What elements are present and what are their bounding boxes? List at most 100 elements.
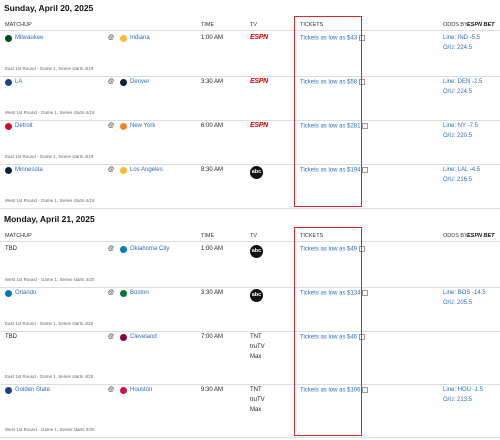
game-time: 3:30 AM xyxy=(201,79,224,85)
game-time: 3:30 AM xyxy=(201,290,224,296)
team-logo xyxy=(120,79,127,86)
tickets-link[interactable]: Tickets as low as $194 xyxy=(300,167,369,174)
game-note: East 1st Round - Game 1, Series starts 4… xyxy=(5,374,94,379)
at-symbol: @ xyxy=(108,79,115,85)
odds-line[interactable]: Line: LAL -4.5 xyxy=(443,167,481,173)
away-team: TBD xyxy=(5,246,17,252)
away-team[interactable]: LA xyxy=(15,79,23,85)
tv-logo: ESPN xyxy=(250,122,268,129)
team-logo xyxy=(5,290,12,297)
highlight-box xyxy=(294,16,362,207)
odds-line[interactable]: Line: IND -5.5 xyxy=(443,35,481,41)
col-header: MATCHUP xyxy=(5,22,32,28)
col-header: TV xyxy=(250,233,258,239)
team-logo xyxy=(120,35,127,42)
col-header: TIME xyxy=(201,233,215,239)
col-header: TICKETS xyxy=(300,233,324,239)
game-note: West 1st Round - Game 1, Series starts 4… xyxy=(5,110,95,115)
external-icon xyxy=(362,167,369,173)
game-time: 9:30 AM xyxy=(201,387,224,393)
home-team[interactable]: Boston xyxy=(130,290,149,296)
tv-network: truTV xyxy=(250,397,265,403)
at-symbol: @ xyxy=(108,387,115,393)
home-team[interactable]: Los Angeles xyxy=(130,167,163,173)
highlight-box xyxy=(294,227,362,436)
home-team[interactable]: Oklahoma City xyxy=(130,246,170,252)
odds-line[interactable]: Line: HOU -1.5 xyxy=(443,387,484,393)
date-heading: Sunday, April 20, 2025 xyxy=(4,3,94,13)
away-team[interactable]: Milwaukee xyxy=(15,35,44,41)
team-logo xyxy=(5,167,12,174)
team-logo xyxy=(120,290,127,297)
divider xyxy=(0,384,500,385)
away-team[interactable]: Minnesota xyxy=(15,167,43,173)
col-header: ODDS BY xyxy=(443,22,468,28)
divider xyxy=(0,241,500,242)
odds-ou[interactable]: O/U: 205.5 xyxy=(443,300,473,306)
away-team[interactable]: Orlando xyxy=(15,290,37,296)
team-logo xyxy=(5,79,12,86)
tickets-link[interactable]: Tickets as low as $58 xyxy=(300,79,366,86)
col-header: TV xyxy=(250,22,258,28)
external-icon xyxy=(359,79,366,85)
game-note: East 1st Round - Game 1, Series starts 4… xyxy=(5,321,94,326)
home-team[interactable]: Indiana xyxy=(130,35,150,41)
at-symbol: @ xyxy=(108,35,115,41)
home-team[interactable]: Houston xyxy=(130,387,153,393)
tv-network: truTV xyxy=(250,344,265,350)
odds-line[interactable]: Line: BOS -14.5 xyxy=(443,290,486,296)
odds-ou[interactable]: O/U: 216.5 xyxy=(443,177,473,183)
team-logo xyxy=(120,246,127,253)
odds-line[interactable]: Line: DEN -2.5 xyxy=(443,79,483,85)
tickets-link[interactable]: Tickets as low as $46 xyxy=(300,334,366,341)
external-icon xyxy=(362,123,369,129)
divider xyxy=(0,208,500,209)
col-header: ODDS BY xyxy=(443,233,468,239)
home-team[interactable]: Cleveland xyxy=(130,334,157,340)
tv-network: Max xyxy=(250,407,262,413)
col-header: MATCHUP xyxy=(5,233,32,239)
odds-ou[interactable]: O/U: 220.5 xyxy=(443,133,473,139)
at-symbol: @ xyxy=(108,334,115,340)
odds-line[interactable]: Line: NY -7.5 xyxy=(443,123,478,129)
odds-ou[interactable]: O/U: 213.5 xyxy=(443,397,473,403)
at-symbol: @ xyxy=(108,246,115,252)
tickets-link[interactable]: Tickets as low as $49 xyxy=(300,246,366,253)
divider xyxy=(0,30,500,31)
team-logo xyxy=(120,167,127,174)
external-icon xyxy=(359,334,366,340)
tickets-link[interactable]: Tickets as low as $281 xyxy=(300,123,369,130)
tv-logo: abc xyxy=(250,245,263,258)
external-icon xyxy=(359,35,366,41)
away-team[interactable]: Golden State xyxy=(15,387,51,393)
away-team[interactable]: Detroit xyxy=(15,123,33,129)
odds-ou[interactable]: O/U: 224.5 xyxy=(443,45,473,51)
tv-logo: abc xyxy=(250,166,263,179)
divider xyxy=(0,164,500,165)
tickets-link[interactable]: Tickets as low as $43 xyxy=(300,35,366,42)
at-symbol: @ xyxy=(108,123,115,129)
external-icon xyxy=(359,246,366,252)
tickets-link[interactable]: Tickets as low as $106 xyxy=(300,387,369,394)
external-icon xyxy=(362,290,369,296)
game-note: East 1st Round - Game 1, Series starts 4… xyxy=(5,66,94,71)
game-time: 1:00 AM xyxy=(201,246,224,252)
game-time: 7:00 AM xyxy=(201,334,224,340)
game-note: West 1st Round - Game 1, Series starts 4… xyxy=(5,277,95,282)
tv-network: TNT xyxy=(250,334,262,340)
odds-ou[interactable]: O/U: 224.5 xyxy=(443,89,473,95)
tv-logo: ESPN xyxy=(250,34,268,41)
team-logo xyxy=(120,387,127,394)
away-team: TBD xyxy=(5,334,17,340)
team-logo xyxy=(5,123,12,130)
game-note: West 1st Round - Game 1, Series starts 4… xyxy=(5,427,95,432)
home-team[interactable]: Denver xyxy=(130,79,150,85)
divider xyxy=(0,287,500,288)
odds-brand: ESPN BET xyxy=(467,21,495,28)
at-symbol: @ xyxy=(108,290,115,296)
home-team[interactable]: New York xyxy=(130,123,156,129)
team-logo xyxy=(5,35,12,42)
tickets-link[interactable]: Tickets as low as $134 xyxy=(300,290,369,297)
game-note: East 1st Round - Game 1, Series starts 4… xyxy=(5,154,94,159)
